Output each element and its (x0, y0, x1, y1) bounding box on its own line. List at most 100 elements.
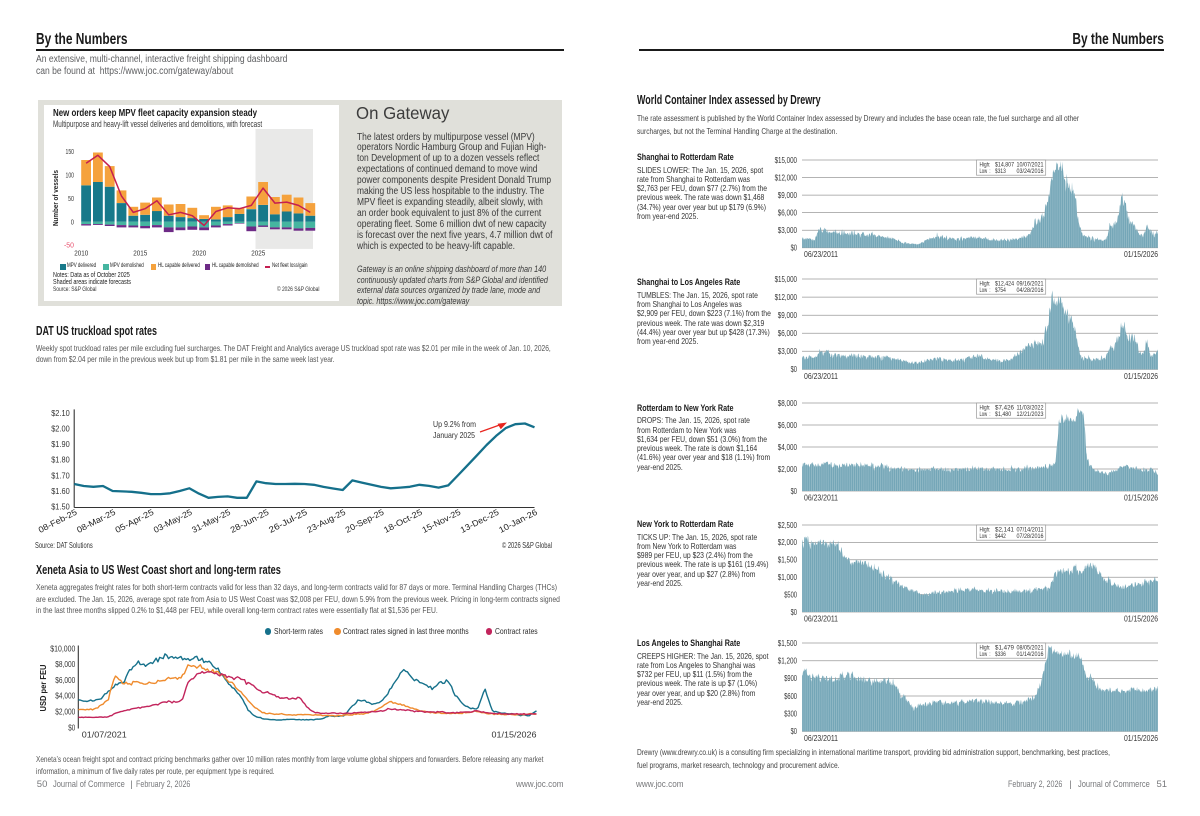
svg-text:High:: High: (980, 162, 991, 169)
svg-text:$8,000: $8,000 (778, 399, 798, 408)
svg-text:$12,000: $12,000 (775, 174, 798, 183)
svg-text:15-Nov-25: 15-Nov-25 (420, 507, 462, 535)
svg-text:$1.70: $1.70 (51, 471, 70, 480)
svg-text:$0: $0 (791, 607, 798, 616)
svg-text:20-Sep-25: 20-Sep-25 (344, 507, 386, 535)
svg-text:01/15/2026: 01/15/2026 (1124, 494, 1158, 503)
svg-text:January 2025: January 2025 (433, 430, 475, 440)
svg-text:$2.10: $2.10 (51, 409, 70, 418)
svg-text:08-Mar-25: 08-Mar-25 (75, 507, 117, 535)
svg-text:$9,000: $9,000 (778, 191, 798, 200)
svg-text:$1.50: $1.50 (51, 502, 70, 511)
svg-text:$1,480: $1,480 (995, 411, 1012, 418)
svg-text:03/24/2016: 03/24/2016 (1017, 168, 1044, 175)
svg-text:09/16/2021: 09/16/2021 (1017, 281, 1044, 288)
svg-text:23-Aug-25: 23-Aug-25 (305, 507, 347, 535)
svg-text:03-May-25: 03-May-25 (152, 507, 194, 535)
svg-text:$3,000: $3,000 (778, 347, 798, 356)
svg-text:$15,000: $15,000 (775, 275, 798, 284)
svg-text:$0: $0 (791, 244, 798, 253)
svg-text:06/23/2011: 06/23/2011 (804, 734, 838, 743)
svg-text:01/15/2026: 01/15/2026 (1124, 614, 1158, 623)
svg-text:2020: 2020 (192, 248, 206, 257)
svg-text:$6,000: $6,000 (778, 209, 798, 218)
svg-text:18-Oct-25: 18-Oct-25 (382, 507, 424, 535)
svg-text:26-Jul-25: 26-Jul-25 (267, 507, 309, 535)
svg-text:High:: High: (980, 281, 991, 288)
svg-text:06/23/2011: 06/23/2011 (804, 614, 838, 623)
svg-text:$1.80: $1.80 (51, 456, 70, 465)
svg-text:0: 0 (71, 219, 74, 226)
svg-text:$6,000: $6,000 (55, 675, 75, 685)
svg-text:$2.00: $2.00 (51, 425, 70, 434)
svg-text:$2,500: $2,500 (778, 520, 798, 529)
svg-text:$600: $600 (784, 692, 797, 701)
svg-text:Low :: Low : (980, 168, 991, 175)
svg-text:$2,141: $2,141 (995, 526, 1015, 533)
svg-text:05-Apr-25: 05-Apr-25 (113, 507, 155, 535)
svg-text:28-Jun-25: 28-Jun-25 (228, 507, 270, 535)
svg-text:50: 50 (68, 196, 74, 203)
svg-text:$1,000: $1,000 (778, 573, 798, 582)
svg-text:$4,000: $4,000 (778, 443, 798, 452)
svg-text:$3,000: $3,000 (778, 226, 798, 235)
svg-text:08/05/2021: 08/05/2021 (1017, 644, 1044, 651)
svg-text:01/07/2021: 01/07/2021 (82, 730, 127, 740)
svg-text:10/07/2021: 10/07/2021 (1017, 162, 1044, 169)
svg-text:High:: High: (980, 405, 991, 412)
svg-text:$900: $900 (784, 674, 797, 683)
svg-text:$14,807: $14,807 (995, 162, 1014, 169)
svg-text:USD per FEU: USD per FEU (38, 665, 48, 712)
svg-text:07/14/2011: 07/14/2011 (1017, 526, 1044, 533)
svg-text:$1,200: $1,200 (778, 656, 798, 665)
svg-text:01/15/2026: 01/15/2026 (492, 730, 537, 740)
svg-text:$6,000: $6,000 (778, 421, 798, 430)
svg-text:06/23/2011: 06/23/2011 (804, 494, 838, 503)
svg-text:Up 9.2% from: Up 9.2% from (433, 419, 476, 429)
svg-text:$1,479: $1,479 (995, 644, 1015, 651)
svg-text:$336: $336 (995, 651, 1006, 658)
svg-text:11/03/2022: 11/03/2022 (1017, 405, 1044, 412)
svg-text:04/28/2016: 04/28/2016 (1017, 287, 1044, 294)
svg-text:$15,000: $15,000 (775, 156, 798, 165)
svg-text:$1.90: $1.90 (51, 440, 70, 449)
svg-text:$2,000: $2,000 (55, 707, 75, 717)
svg-text:High:: High: (980, 526, 991, 533)
svg-text:$0: $0 (791, 487, 798, 496)
svg-text:$4,000: $4,000 (55, 691, 75, 701)
svg-text:01/15/2026: 01/15/2026 (1124, 372, 1158, 381)
svg-text:13-Dec-25: 13-Dec-25 (459, 507, 501, 535)
svg-text:100: 100 (66, 173, 75, 180)
svg-text:$0: $0 (68, 722, 75, 732)
svg-text:01/15/2026: 01/15/2026 (1124, 734, 1158, 743)
svg-text:31-May-25: 31-May-25 (190, 507, 232, 535)
svg-text:Low :: Low : (980, 287, 991, 294)
svg-text:$12,424: $12,424 (995, 281, 1014, 288)
svg-text:$1,500: $1,500 (778, 639, 798, 648)
svg-text:2015: 2015 (133, 248, 147, 257)
svg-text:2025: 2025 (251, 248, 265, 257)
svg-text:01/14/2016: 01/14/2016 (1017, 651, 1044, 658)
svg-text:$442: $442 (995, 533, 1006, 540)
svg-text:$1,500: $1,500 (778, 555, 798, 564)
svg-text:07/28/2016: 07/28/2016 (1017, 533, 1044, 540)
svg-text:Low :: Low : (980, 533, 991, 540)
svg-text:$10,000: $10,000 (50, 643, 75, 653)
svg-text:Number of vessels: Number of vessels (51, 170, 60, 226)
svg-text:01/15/2026: 01/15/2026 (1124, 250, 1158, 259)
svg-text:$2,000: $2,000 (778, 465, 798, 474)
svg-text:Low :: Low : (980, 651, 991, 658)
svg-text:High:: High: (980, 644, 991, 651)
svg-text:$313: $313 (995, 168, 1006, 175)
svg-text:-50: -50 (64, 243, 74, 250)
svg-text:06/23/2011: 06/23/2011 (804, 372, 838, 381)
svg-text:$12,000: $12,000 (775, 293, 798, 302)
svg-text:$2,000: $2,000 (778, 538, 798, 547)
svg-text:10-Jan-26: 10-Jan-26 (497, 507, 539, 535)
svg-text:$6,000: $6,000 (778, 329, 798, 338)
svg-text:$9,000: $9,000 (778, 311, 798, 320)
svg-text:$300: $300 (784, 709, 797, 718)
svg-text:$0: $0 (791, 727, 798, 736)
svg-text:$500: $500 (784, 590, 797, 599)
svg-text:$1.60: $1.60 (51, 487, 70, 496)
